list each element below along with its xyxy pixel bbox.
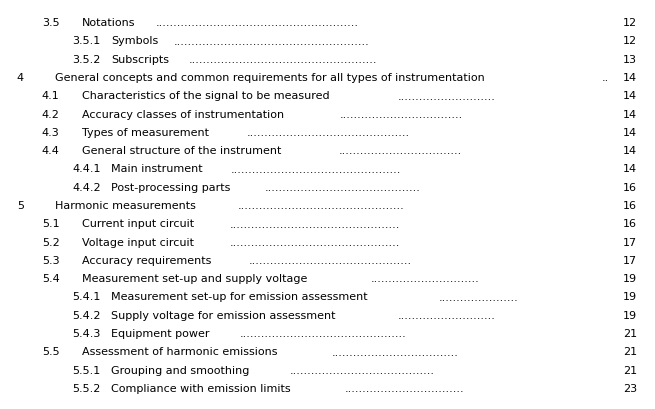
Text: 16: 16 <box>623 182 637 192</box>
Text: Compliance with emission limits: Compliance with emission limits <box>111 383 291 393</box>
Text: ...........................................: ........................................… <box>265 182 421 193</box>
Text: ..: .. <box>602 73 609 83</box>
Text: ..............................................: ........................................… <box>240 328 406 338</box>
Text: 14: 14 <box>623 128 637 137</box>
Text: ...................................: ................................... <box>331 347 458 357</box>
Text: 4.3: 4.3 <box>42 128 60 137</box>
Text: 14: 14 <box>623 73 637 83</box>
Text: Supply voltage for emission assessment: Supply voltage for emission assessment <box>111 310 335 320</box>
Text: ...........................: ........................... <box>398 91 496 101</box>
Text: Harmonic measurements: Harmonic measurements <box>55 200 196 211</box>
Text: 4.1: 4.1 <box>42 91 60 101</box>
Text: ...........................: ........................... <box>398 310 495 320</box>
Text: 5.4.2: 5.4.2 <box>73 310 101 320</box>
Text: ...............................................: ........................................… <box>229 237 400 247</box>
Text: 19: 19 <box>623 310 637 320</box>
Text: Main instrument: Main instrument <box>111 164 203 174</box>
Text: Measurement set-up and supply voltage: Measurement set-up and supply voltage <box>83 274 308 283</box>
Text: ..............................: .............................. <box>371 274 480 284</box>
Text: 4.2: 4.2 <box>42 109 60 119</box>
Text: General structure of the instrument: General structure of the instrument <box>83 146 282 156</box>
Text: Measurement set-up for emission assessment: Measurement set-up for emission assessme… <box>111 292 368 302</box>
Text: 5.3: 5.3 <box>42 255 60 265</box>
Text: 13: 13 <box>623 54 637 65</box>
Text: ......................: ...................... <box>438 292 518 302</box>
Text: 5.1: 5.1 <box>42 219 60 229</box>
Text: Voltage input circuit: Voltage input circuit <box>83 237 195 247</box>
Text: ...............................................: ........................................… <box>229 219 400 229</box>
Text: 3.5.1: 3.5.1 <box>73 36 101 46</box>
Text: 5.5.2: 5.5.2 <box>73 383 101 393</box>
Text: 17: 17 <box>623 255 637 265</box>
Text: Types of measurement: Types of measurement <box>83 128 210 137</box>
Text: 5.5: 5.5 <box>42 346 60 356</box>
Text: .............................................: ........................................… <box>249 256 412 265</box>
Text: 5.4: 5.4 <box>42 274 60 283</box>
Text: Post-processing parts: Post-processing parts <box>111 182 231 192</box>
Text: ..................................: .................................. <box>340 110 463 119</box>
Text: 5.2: 5.2 <box>42 237 60 247</box>
Text: 5.4.3: 5.4.3 <box>73 328 101 338</box>
Text: 14: 14 <box>623 109 637 119</box>
Text: ........................................................: ........................................… <box>155 18 358 28</box>
Text: ......................................................: ........................................… <box>174 37 370 47</box>
Text: 14: 14 <box>623 91 637 101</box>
Text: 3.5.2: 3.5.2 <box>73 54 101 65</box>
Text: 21: 21 <box>623 328 637 338</box>
Text: .............................................: ........................................… <box>247 128 410 138</box>
Text: 19: 19 <box>623 274 637 283</box>
Text: 14: 14 <box>623 146 637 156</box>
Text: 5.5.1: 5.5.1 <box>73 365 101 375</box>
Text: 4.4.1: 4.4.1 <box>73 164 101 174</box>
Text: ...............................................: ........................................… <box>231 164 402 174</box>
Text: 19: 19 <box>623 292 637 302</box>
Text: Subscripts: Subscripts <box>111 54 169 65</box>
Text: 12: 12 <box>623 18 637 28</box>
Text: 5.4.1: 5.4.1 <box>73 292 101 302</box>
Text: 21: 21 <box>623 346 637 356</box>
Text: 16: 16 <box>623 200 637 211</box>
Text: ....................................................: ........................................… <box>189 55 378 65</box>
Text: .................................: ................................. <box>345 383 464 393</box>
Text: 21: 21 <box>623 365 637 375</box>
Text: ..................................: .................................. <box>338 146 462 156</box>
Text: 5: 5 <box>17 200 24 211</box>
Text: 4.4.2: 4.4.2 <box>73 182 102 192</box>
Text: ..............................................: ........................................… <box>238 201 405 211</box>
Text: Grouping and smoothing: Grouping and smoothing <box>111 365 250 375</box>
Text: 4.4: 4.4 <box>42 146 60 156</box>
Text: 4: 4 <box>17 73 24 83</box>
Text: 3.5: 3.5 <box>42 18 60 28</box>
Text: Characteristics of the signal to be measured: Characteristics of the signal to be meas… <box>83 91 330 101</box>
Text: General concepts and common requirements for all types of instrumentation: General concepts and common requirements… <box>55 73 485 83</box>
Text: Notations: Notations <box>83 18 136 28</box>
Text: Accuracy requirements: Accuracy requirements <box>83 255 212 265</box>
Text: Accuracy classes of instrumentation: Accuracy classes of instrumentation <box>83 109 284 119</box>
Text: 16: 16 <box>623 219 637 229</box>
Text: 23: 23 <box>623 383 637 393</box>
Text: 14: 14 <box>623 164 637 174</box>
Text: Assessment of harmonic emissions: Assessment of harmonic emissions <box>83 346 278 356</box>
Text: Equipment power: Equipment power <box>111 328 210 338</box>
Text: Symbols: Symbols <box>111 36 159 46</box>
Text: 12: 12 <box>623 36 637 46</box>
Text: Current input circuit: Current input circuit <box>83 219 195 229</box>
Text: 17: 17 <box>623 237 637 247</box>
Text: ........................................: ........................................ <box>290 365 434 375</box>
